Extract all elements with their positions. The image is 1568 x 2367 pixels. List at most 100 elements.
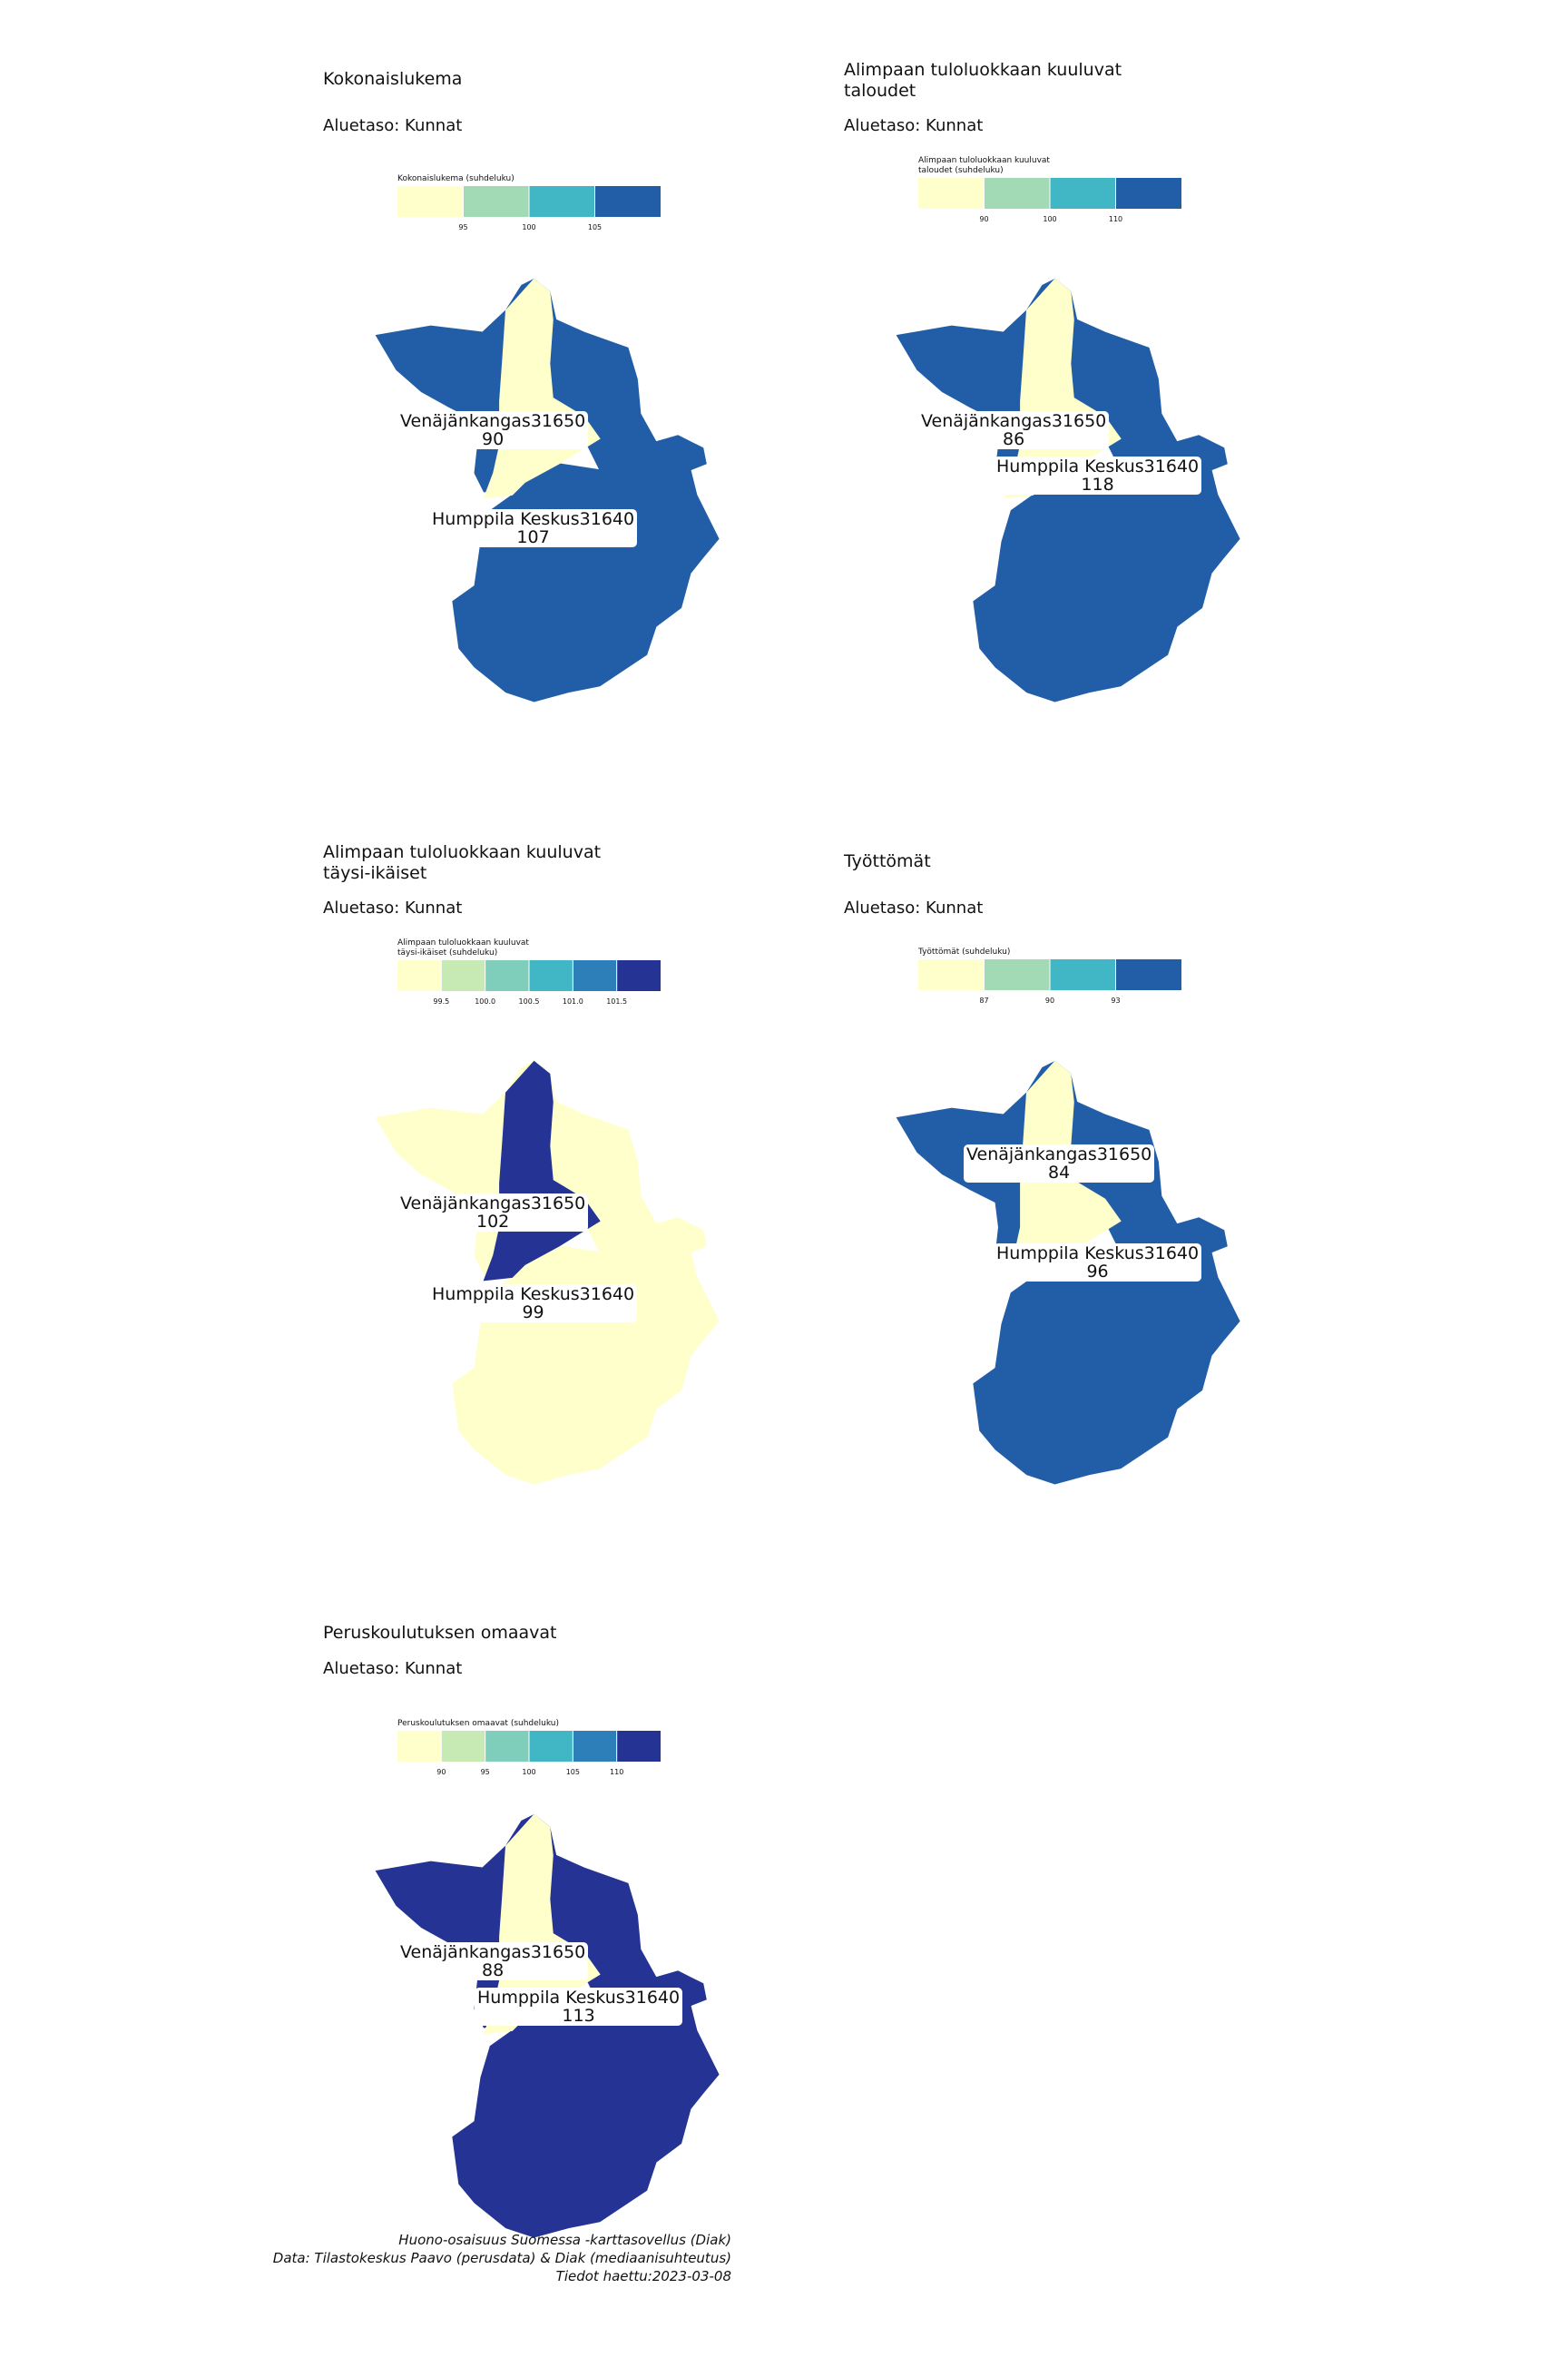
legend-swatch [918,178,985,209]
legend-swatch [594,186,662,217]
legend-swatch [1115,178,1182,209]
region-name: Humppila Keskus31640 [996,1243,1200,1263]
region-value: 84 [1048,1163,1071,1183]
region-name: Humppila Keskus31640 [996,457,1200,476]
panel-title: Kokonaislukema [323,69,463,89]
region-label-venajankangas: Venäjänkangas31650 90 [397,411,589,449]
panel-subtitle: Aluetaso: Kunnat [323,899,463,918]
region-label-humppila-keskus: Humppila Keskus31640 107 [429,509,638,547]
panel-title: Alimpaan tuloluokkaan kuuluvat täysi-ikä… [323,842,602,883]
region-name: Venäjänkangas31650 [400,411,586,431]
legend-tick-label: 100 [522,1768,536,1776]
legend-swatch [1050,959,1116,990]
legend-tick-label: 110 [1108,215,1123,223]
legend-tick-label: 101.5 [606,997,628,1006]
legend: Alimpaan tuloluokkaan kuuluvat täysi-ikä… [397,938,662,1007]
region-label-humppila-keskus: Humppila Keskus31640 99 [429,1284,638,1322]
legend-tick-label: 95 [480,1768,490,1776]
map-panel-5: Peruskoulutuksen omaavat Aluetaso: Kunnat… [323,1623,831,2367]
legend-color-bar [397,1731,662,1762]
region-value: 88 [482,1960,505,1980]
legend-color-bar [397,186,662,217]
legend-tick-label: 90 [436,1768,446,1776]
legend-swatch [984,178,1051,209]
region-value: 102 [476,1212,510,1232]
legend-swatch [573,1731,618,1762]
region-value: 118 [1081,475,1114,495]
legend-swatch [529,960,573,991]
legend-swatch [616,960,662,991]
legend-tick-label: 101.0 [562,997,583,1006]
legend-tick-label: 100.0 [475,997,496,1006]
legend-swatch [397,960,442,991]
legend-swatch [397,1731,442,1762]
region-name: Humppila Keskus31640 [432,509,635,529]
legend-title: Alimpaan tuloluokkaan kuuluvat taloudet … [918,156,1050,175]
legend-swatch [616,1731,662,1762]
legend-tick-label: 90 [1044,997,1055,1005]
legend-swatch [441,960,486,991]
source-footer: Huono-osaisuus Suomessa -karttasovellus … [273,2231,731,2285]
legend-color-bar [397,960,662,991]
legend-swatch [529,1731,573,1762]
legend-swatch [463,186,530,217]
region-label-humppila-keskus: Humppila Keskus31640 113 [475,1988,683,2026]
region-label-venajankangas: Venäjänkangas31650 84 [964,1144,1155,1183]
legend: Työttömät (suhdeluku) 87 90 93 [918,948,1182,1007]
legend-tick-label: 110 [610,1768,624,1776]
region-label-venajankangas: Venäjänkangas31650 88 [397,1942,589,1980]
region-name: Humppila Keskus31640 [432,1284,635,1304]
legend-swatch [918,959,985,990]
choropleth-map [375,1813,720,2238]
map-panel-4: Työttömät Aluetaso: Kunnat Työttömät (suhd… [844,851,1352,1596]
legend-swatch [485,1731,530,1762]
region-value: 99 [522,1302,544,1322]
legend-tick-label: 90 [979,215,989,223]
panel-subtitle: Aluetaso: Kunnat [844,116,984,135]
region-label-venajankangas: Venäjänkangas31650 86 [918,411,1110,449]
panel-title: Työttömät [844,851,931,871]
legend-title: Peruskoulutuksen omaavat (suhdeluku) [397,1719,560,1728]
legend-title: Kokonaislukema (suhdeluku) [397,174,514,183]
footer-data-source: Data: Tilastokeskus Paavo (perusdata) & … [272,2250,731,2266]
legend-tick-label: 105 [587,223,603,231]
legend-swatch [1050,178,1116,209]
legend-swatch [441,1731,486,1762]
region-value: 113 [562,2006,595,2026]
choropleth-map [896,1060,1240,1485]
region-label-humppila-keskus: Humppila Keskus31640 96 [994,1243,1202,1282]
legend: Kokonaislukema (suhdeluku) 95 100 105 [397,174,662,233]
legend-swatch [1115,959,1182,990]
legend-color-bar [918,178,1182,209]
region-name: Humppila Keskus31640 [477,1988,681,2008]
map-panel-1: Kokonaislukema Aluetaso: Kunnat Kokonaislu… [323,69,831,813]
legend: Alimpaan tuloluokkaan kuuluvat taloudet … [918,156,1182,225]
legend-tick-label: 87 [979,997,989,1005]
region-value: 96 [1086,1262,1109,1282]
region-name: Venäjänkangas31650 [400,1193,586,1213]
legend-title: Työttömät (suhdeluku) [918,948,1011,957]
legend-swatch [984,959,1051,990]
region-value: 86 [1003,429,1025,449]
panel-title: Alimpaan tuloluokkaan kuuluvat taloudet [844,60,1122,101]
legend-tick-label: 99.5 [433,997,450,1006]
legend-color-bar [918,959,1182,990]
legend-tick-label: 105 [565,1768,580,1776]
legend-tick-label: 100 [1043,215,1057,223]
panel-subtitle: Aluetaso: Kunnat [844,899,984,918]
footer-retrieved-date: Tiedot haettu:2023-03-08 [555,2268,731,2284]
footer-app-name: Huono-osaisuus Suomessa -karttasovellus … [398,2232,731,2248]
region-label-venajankangas: Venäjänkangas31650 102 [397,1193,589,1232]
panel-subtitle: Aluetaso: Kunnat [323,116,463,135]
legend-swatch [485,960,530,991]
region-name: Venäjänkangas31650 [921,411,1107,431]
region-label-humppila-keskus: Humppila Keskus31640 118 [994,457,1202,495]
choropleth-map [375,278,720,702]
legend-title: Alimpaan tuloluokkaan kuuluvat täysi-ikä… [397,938,529,958]
panel-title: Peruskoulutuksen omaavat [323,1623,557,1643]
map-panel-2: Alimpaan tuloluokkaan kuuluvat taloudet A… [844,60,1352,804]
choropleth-map [896,278,1240,702]
legend-tick-label: 100 [522,223,536,231]
region-value: 107 [516,527,550,547]
map-panel-3: Alimpaan tuloluokkaan kuuluvat täysi-ikä… [323,842,831,1586]
